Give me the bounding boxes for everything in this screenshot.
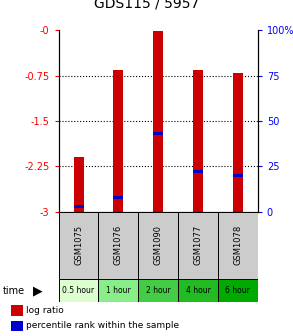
Text: GSM1077: GSM1077 <box>194 225 202 265</box>
Bar <box>98 279 138 302</box>
Bar <box>138 279 178 302</box>
Bar <box>153 132 163 135</box>
Text: 0.5 hour: 0.5 hour <box>62 286 95 295</box>
Text: 4 hour: 4 hour <box>186 286 210 295</box>
Text: time: time <box>3 286 25 296</box>
Text: log ratio: log ratio <box>25 306 63 315</box>
Text: GSM1075: GSM1075 <box>74 225 83 265</box>
Text: GSM1078: GSM1078 <box>234 225 242 265</box>
Bar <box>74 157 84 212</box>
Bar <box>233 174 243 177</box>
Bar <box>193 170 203 173</box>
Bar <box>178 212 218 279</box>
Bar <box>218 279 258 302</box>
Text: ▶: ▶ <box>33 284 43 297</box>
Bar <box>113 196 123 199</box>
Bar <box>153 32 163 212</box>
Bar <box>59 279 98 302</box>
Bar <box>74 205 84 208</box>
Bar <box>59 212 98 279</box>
Bar <box>178 279 218 302</box>
Text: 1 hour: 1 hour <box>106 286 131 295</box>
Bar <box>98 212 138 279</box>
Text: percentile rank within the sample: percentile rank within the sample <box>25 321 179 330</box>
Bar <box>218 212 258 279</box>
Text: 2 hour: 2 hour <box>146 286 171 295</box>
Bar <box>113 70 123 212</box>
Bar <box>138 212 178 279</box>
Text: GSM1090: GSM1090 <box>154 225 163 265</box>
Bar <box>233 73 243 212</box>
Bar <box>11 321 23 331</box>
Text: GDS115 / 5957: GDS115 / 5957 <box>94 0 199 10</box>
Text: GSM1076: GSM1076 <box>114 225 123 265</box>
Bar <box>193 70 203 212</box>
Text: 6 hour: 6 hour <box>226 286 250 295</box>
Bar <box>11 305 23 316</box>
